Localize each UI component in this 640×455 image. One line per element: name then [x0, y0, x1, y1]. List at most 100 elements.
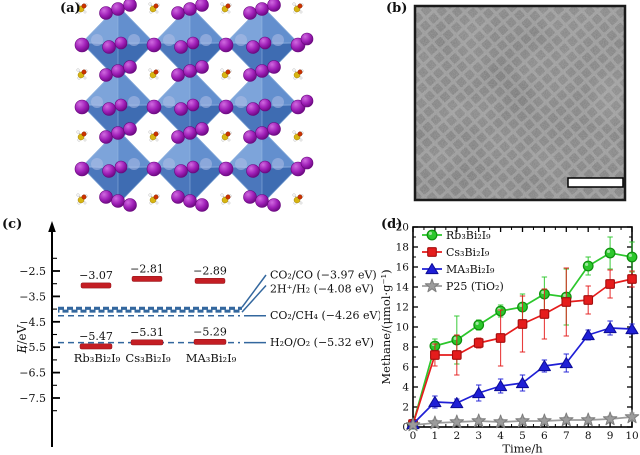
- data-point: [425, 263, 439, 275]
- data-point: [559, 357, 573, 369]
- label-connector: [241, 284, 267, 313]
- conduction-band-bar: [131, 276, 163, 282]
- data-point: [537, 360, 551, 372]
- data-point: [561, 297, 572, 307]
- iodine-atom: [74, 161, 90, 177]
- ma-cation: [148, 68, 160, 80]
- iodine-atom: [123, 0, 137, 12]
- tick-label: −6.5: [19, 367, 46, 380]
- iodine-atom-back: [128, 96, 140, 108]
- data-point: [428, 396, 442, 408]
- conduction-band-value: −2.81: [130, 262, 164, 275]
- redox-levels: CO₂/CO (−3.97 eV)2H⁺/H₂ (−4.08 eV) CO₂/CH…: [58, 269, 380, 349]
- scale-bar: [567, 177, 624, 188]
- data-point: [581, 329, 595, 341]
- iodine-atom: [174, 164, 188, 178]
- iodine-atom: [111, 2, 125, 16]
- data-point: [471, 413, 486, 428]
- y-tick-label: 6: [402, 362, 409, 374]
- iodine-atom: [171, 6, 185, 20]
- iodine-atom: [114, 160, 128, 174]
- data-point: [472, 387, 486, 399]
- iodine-atom: [300, 94, 314, 108]
- data-point: [494, 380, 508, 392]
- material-cs3bi2i9: −2.81 −5.31 Cs₃Bi₂I₉: [125, 262, 171, 365]
- x-tick-label: 2: [453, 430, 460, 442]
- iodine-atom-back: [128, 34, 140, 46]
- hydrogen-atom: [299, 10, 303, 14]
- data-point: [427, 415, 443, 430]
- iodine-atom: [243, 130, 257, 144]
- valence-band-bar: [130, 339, 164, 346]
- iodine-atom-back: [200, 96, 212, 108]
- iodine-atom: [74, 99, 90, 115]
- iodine-atom: [267, 198, 281, 212]
- iodine-atom: [102, 164, 116, 178]
- x-tick-label: 1: [432, 430, 439, 442]
- data-point: [515, 413, 530, 428]
- y-tick-label: 20: [396, 222, 409, 234]
- nitrogen-atom: [297, 194, 303, 200]
- y-axis-title: E/eV: [15, 324, 29, 354]
- iodine-atom: [114, 98, 128, 112]
- hydrogen-atom: [148, 130, 152, 134]
- data-point: [602, 411, 618, 426]
- iodine-atom: [123, 60, 137, 74]
- iodine-atom: [300, 156, 314, 170]
- data-point: [451, 350, 462, 360]
- iodine-atom-back: [272, 96, 284, 108]
- tem-micrograph: [413, 4, 627, 202]
- data-point: [426, 229, 438, 241]
- iodine-atom: [99, 6, 113, 20]
- hydrogen-atom: [155, 201, 159, 205]
- iodine-atom-back: [200, 158, 212, 170]
- nitrogen-atom: [81, 3, 87, 9]
- iodine-atom: [255, 2, 269, 16]
- methane-chart-panel: 0 1 2 3 4 5 6 7 8 9 1002468101214161820Time/hMetha…: [380, 222, 640, 455]
- iodine-atom: [267, 0, 281, 12]
- hydrogen-atom: [292, 2, 296, 6]
- y-axis-title: Methane/(μmol·g⁻¹): [380, 269, 393, 384]
- valence-band-bar: [79, 343, 113, 350]
- iodine-atom: [300, 32, 314, 46]
- material-rb3bi2i9: −3.07 −5.47 Rb₃Bi₂I₉: [74, 269, 121, 365]
- inner-iodine-atoms: [91, 34, 284, 170]
- data-point: [430, 350, 440, 360]
- hydrogen-atom: [299, 201, 303, 205]
- nitrogen-atom: [153, 194, 159, 200]
- iodine-atom: [218, 161, 234, 177]
- iodine-atom-back: [163, 34, 175, 46]
- data-point: [603, 322, 617, 334]
- iodine-atom-back: [200, 34, 212, 46]
- x-tick-label: 10: [625, 430, 638, 442]
- x-tick-label: 0: [410, 430, 417, 442]
- tick-label: −7.5: [19, 392, 46, 405]
- ma-cation: [148, 193, 160, 205]
- redox-label: CO₂/CH₄ (−4.26 eV): [270, 309, 380, 322]
- iodine-atom: [99, 190, 113, 204]
- panel-c-label: (c): [2, 217, 23, 232]
- nitrogen-atom: [297, 3, 303, 9]
- hydrogen-atom: [220, 193, 224, 197]
- iodine-atom: [267, 60, 281, 74]
- y-tick-label: 4: [402, 382, 409, 394]
- iodine-atom: [218, 99, 234, 115]
- hydrogen-atom: [299, 138, 303, 142]
- series-p25-tio2: [405, 409, 640, 432]
- y-tick-label: 16: [396, 262, 410, 274]
- data-point: [581, 412, 596, 427]
- iodine-atom: [186, 160, 200, 174]
- crystal-structure-panel: [74, 0, 314, 212]
- series-ma3bi2i9: [406, 320, 639, 430]
- iodine-atom: [255, 126, 269, 140]
- data-point: [559, 412, 574, 427]
- data-point: [517, 319, 528, 329]
- iodine-atom: [111, 126, 125, 140]
- legend-item: P25 (TiO₂): [422, 278, 504, 293]
- x-tick-label: 3: [475, 430, 482, 442]
- hydrogen-atom: [83, 76, 87, 80]
- iodine-atom-back: [128, 158, 140, 170]
- ma-cations: [76, 2, 304, 205]
- nitrogen-atom: [225, 194, 231, 200]
- data-point: [604, 247, 616, 259]
